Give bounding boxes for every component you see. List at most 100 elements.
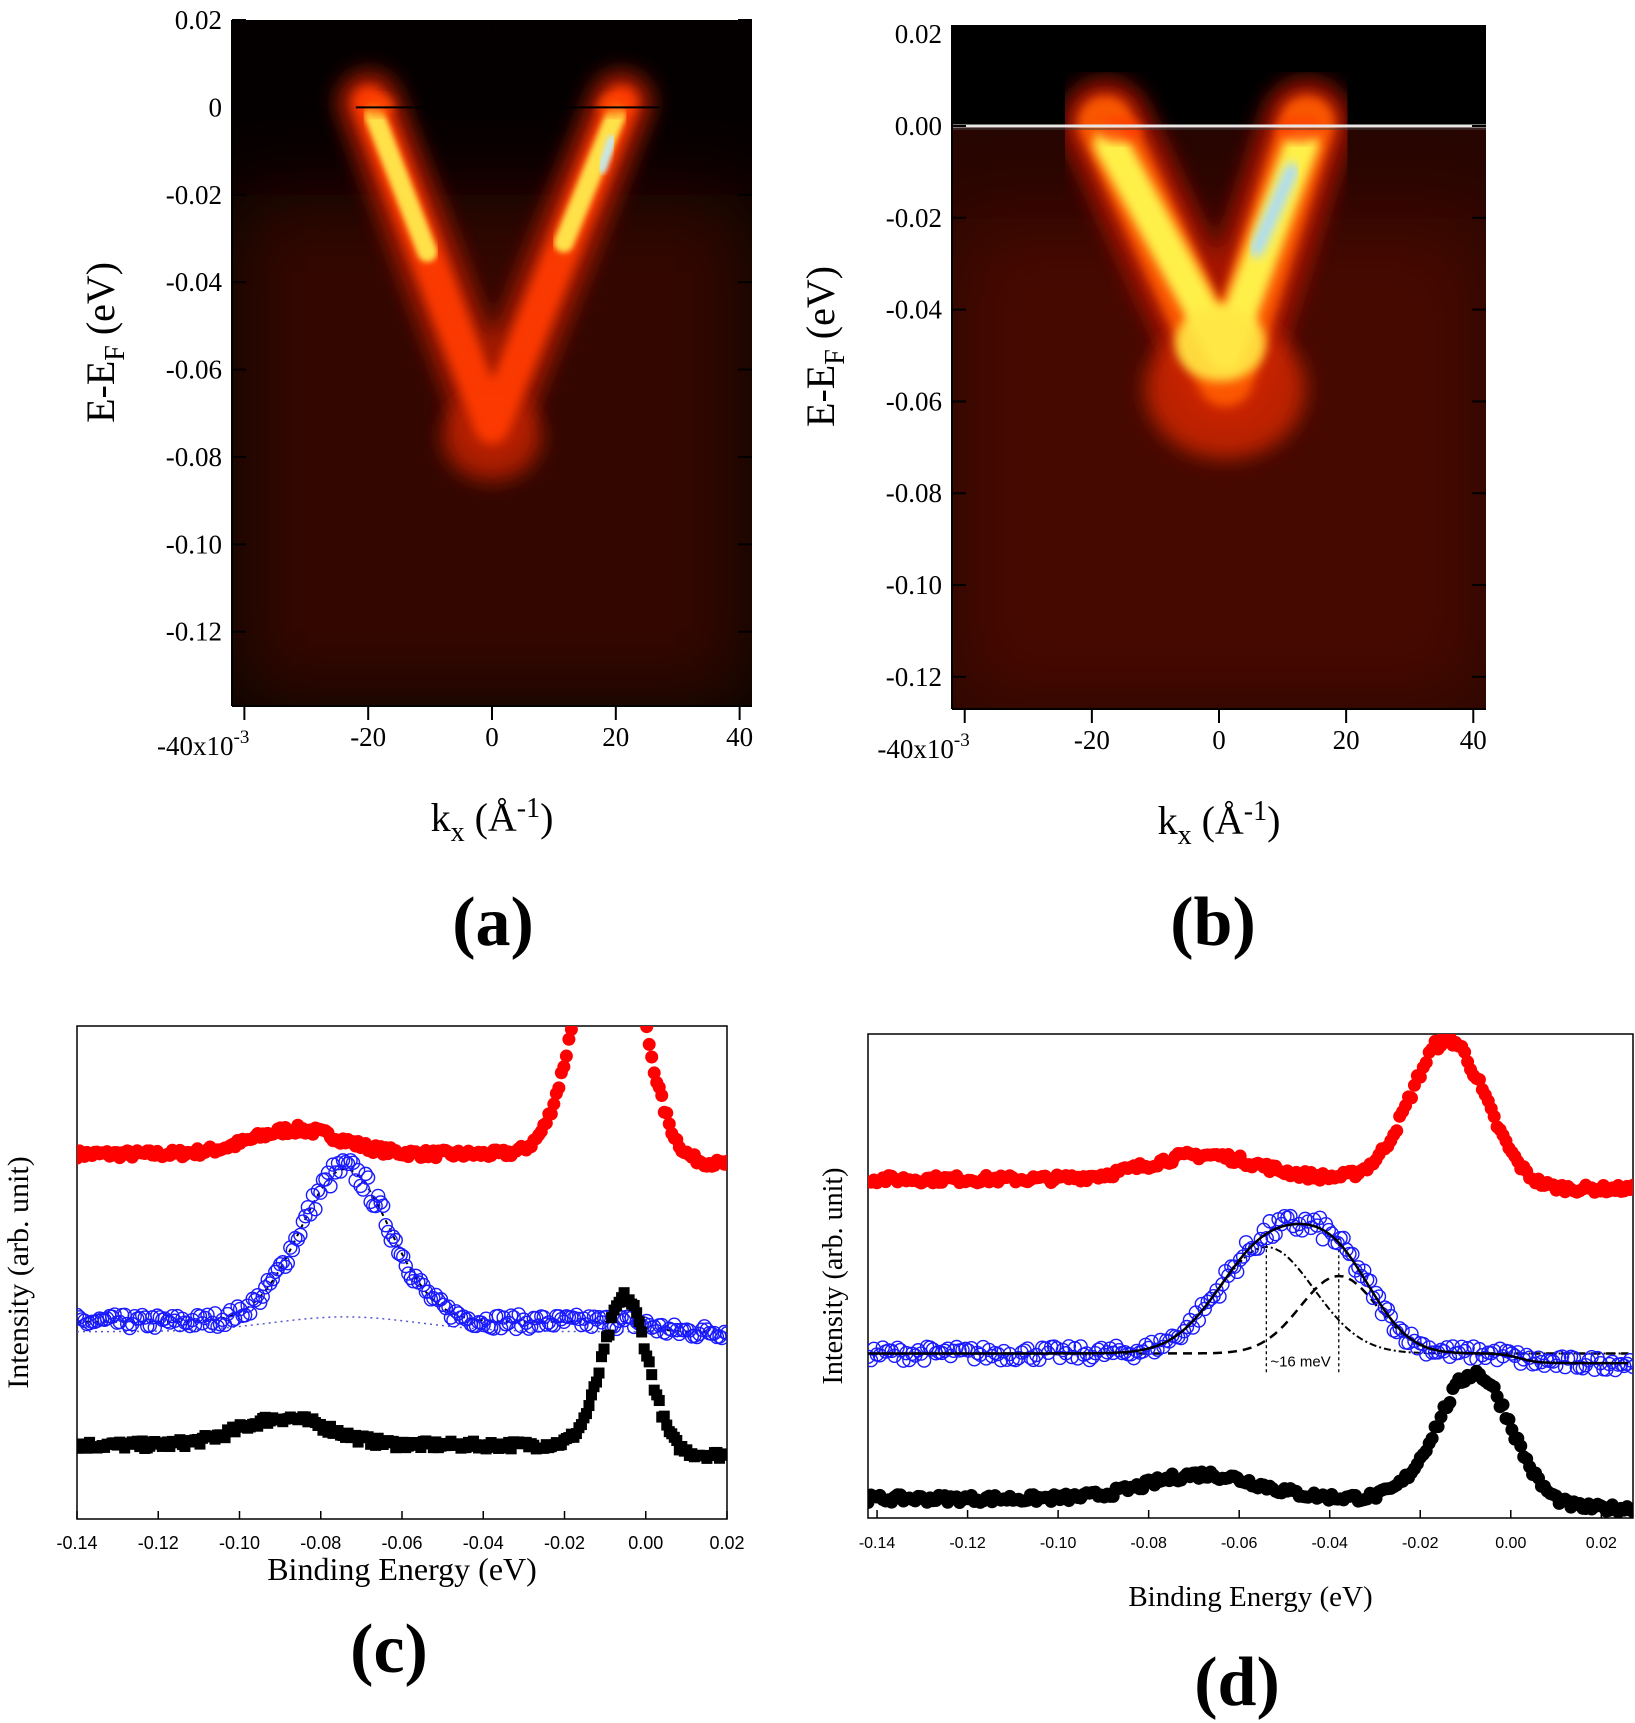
data-point — [1392, 1321, 1407, 1336]
data-point — [350, 1162, 366, 1178]
data-point — [628, 958, 641, 971]
data-point — [187, 1318, 203, 1333]
heatmap-panel-1: 0.02 0.00 -0.02 -0.04 -0.06 -0.08 -0.10 -0.12 -4… — [798, 19, 1487, 851]
data-point — [642, 1037, 656, 1051]
data-point — [660, 1106, 674, 1120]
data-point — [570, 1428, 582, 1440]
data-point — [643, 1356, 655, 1368]
y-axis-label: E-EF (eV) — [798, 266, 851, 427]
y-tick-label: -0.02 — [886, 203, 942, 233]
data-point — [1504, 1346, 1520, 1361]
data-point — [570, 1026, 578, 1028]
y-tick-label: -0.12 — [166, 617, 222, 647]
data-point — [717, 1324, 727, 1340]
data-point — [590, 897, 603, 910]
data-point — [1425, 1431, 1439, 1445]
data-point — [194, 1438, 206, 1450]
data-point — [606, 1312, 618, 1324]
data-point — [618, 912, 631, 925]
data-point — [398, 1258, 413, 1274]
band-hotspot — [1249, 162, 1299, 257]
data-point — [136, 1435, 148, 1447]
x-tick-label: 0.02 — [1586, 1535, 1617, 1552]
band-core-right — [553, 105, 626, 253]
data-point — [202, 1318, 218, 1334]
data-point — [596, 1351, 608, 1363]
data-point — [255, 1289, 270, 1304]
y-tick-label: -0.06 — [886, 386, 942, 416]
data-point — [1390, 1124, 1404, 1138]
y-axis-label: Intensity (arb. unit) — [2, 1156, 35, 1388]
data-point — [1560, 1351, 1576, 1366]
data-point — [593, 888, 606, 901]
x-tick-label: -0.02 — [1402, 1535, 1439, 1552]
x-axis-label: kx (Å-1) — [431, 793, 554, 848]
data-point — [303, 1207, 318, 1222]
series-2 — [868, 1364, 1633, 1518]
x-tick-label: -0.10 — [1040, 1535, 1077, 1552]
y-tick-label: 0.00 — [895, 111, 942, 141]
x-tick-label: -0.12 — [949, 1535, 986, 1552]
y-tick-label: -0.04 — [166, 267, 223, 297]
x-tick-label: 40 — [1460, 725, 1487, 755]
edc-panel-1: ~16 meV -0.14 -0.12 -0.10 -0.08 -0.06 -0.04 -0.… — [818, 1033, 1634, 1613]
data-point — [564, 1026, 578, 1036]
data-point — [353, 1178, 368, 1194]
data-point — [580, 940, 593, 953]
data-point — [328, 1165, 343, 1180]
heatmap-plot-area — [952, 25, 1486, 709]
data-point — [503, 1308, 519, 1323]
data-point — [618, 1287, 630, 1299]
y-tick-label: -0.10 — [886, 570, 942, 600]
data-point — [946, 1343, 961, 1358]
data-point — [587, 904, 600, 917]
data-point — [572, 978, 585, 991]
data-point — [1443, 1396, 1457, 1410]
data-point — [593, 1367, 605, 1379]
x-tick-label: -40x10-3 — [877, 730, 969, 764]
band-tip-right — [1277, 117, 1322, 142]
data-point — [122, 1320, 137, 1336]
x-tick-label: -0.14 — [859, 1535, 896, 1552]
x-tick-label: -0.04 — [1311, 1535, 1348, 1552]
data-point — [360, 1170, 376, 1185]
data-point — [585, 1389, 597, 1401]
data-point — [1232, 1252, 1248, 1267]
x-tick-label: 0.00 — [628, 1533, 663, 1553]
data-point — [1626, 1505, 1633, 1518]
data-point — [1176, 1324, 1192, 1339]
data-point — [671, 1435, 683, 1447]
data-point — [355, 1182, 371, 1197]
panel-label-b: (b) — [1170, 884, 1256, 961]
x-tick-label: 0.00 — [1495, 1535, 1526, 1552]
y-tick-label: 0.02 — [175, 5, 222, 35]
data-point — [581, 1309, 597, 1324]
x-tick-label: -0.06 — [1221, 1535, 1258, 1552]
y-tick-label: -0.02 — [166, 180, 222, 210]
data-point — [605, 884, 618, 897]
data-point — [524, 1319, 539, 1334]
data-point — [1277, 1209, 1292, 1224]
data-point — [380, 1224, 396, 1240]
data-point — [493, 1321, 509, 1336]
x-tick-label: 0 — [1212, 725, 1226, 755]
data-point — [375, 1198, 391, 1213]
x-tick-label: -0.10 — [219, 1533, 260, 1553]
data-point — [640, 1026, 654, 1034]
band-tip-left — [362, 95, 395, 116]
data-point — [260, 1272, 275, 1288]
data-point — [175, 1311, 190, 1327]
data-point — [574, 1317, 589, 1333]
data-point — [280, 1256, 296, 1271]
data-point — [613, 889, 626, 902]
series-0 — [868, 1034, 1633, 1199]
data-point — [584, 1319, 599, 1334]
data-point — [1514, 1439, 1528, 1453]
data-point — [651, 1389, 663, 1401]
data-point — [200, 1307, 215, 1323]
data-point — [984, 1348, 1000, 1364]
x-tick-label: -20 — [350, 722, 386, 752]
panel-label-c: (c) — [350, 1611, 428, 1688]
